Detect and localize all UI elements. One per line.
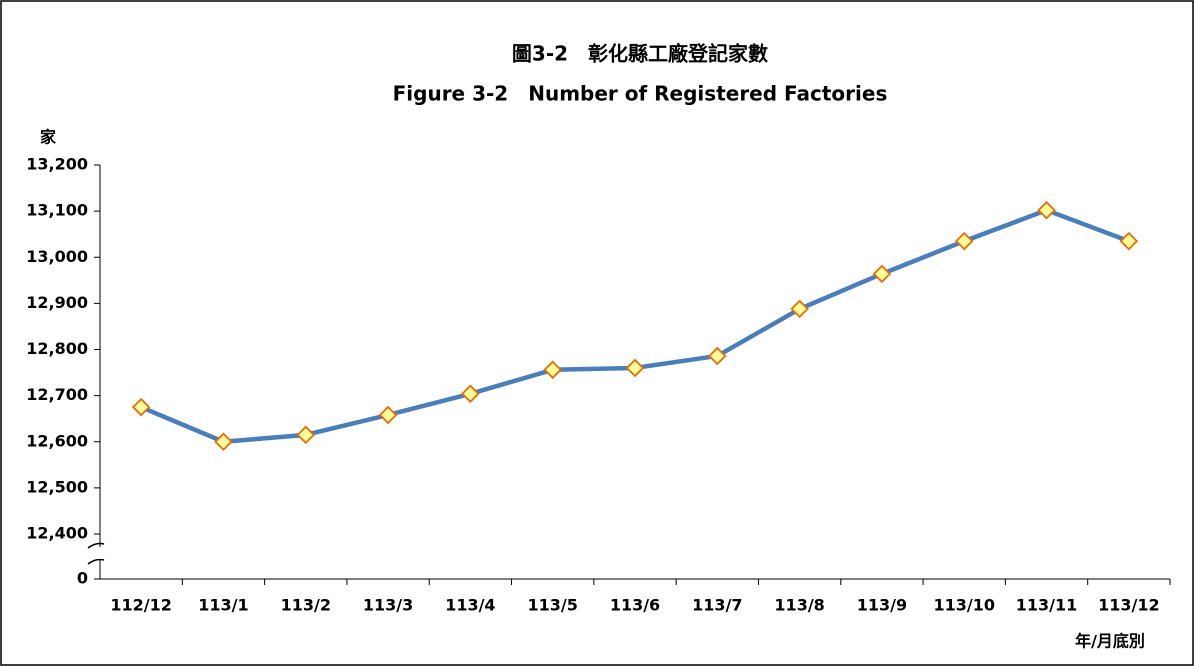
- marker: [872, 264, 892, 284]
- marker: [625, 358, 645, 378]
- marker: [296, 425, 316, 445]
- marker: [543, 360, 562, 380]
- y-tick-label: 12,400: [26, 524, 88, 543]
- chart-subtitle: Figure 3-2 Number of Registered Factorie…: [393, 82, 888, 106]
- x-tick-label: 113/9: [857, 596, 907, 615]
- x-tick-label: 113/8: [774, 596, 824, 615]
- axis-break-gap: [96, 547, 106, 559]
- x-tick-label: 113/2: [281, 596, 331, 615]
- marker: [214, 432, 233, 452]
- x-tick-label: 113/1: [198, 596, 248, 615]
- marker: [954, 231, 974, 251]
- chart-title: 圖3-2 彰化縣工廠登記家數: [512, 42, 768, 66]
- marker: [790, 299, 809, 319]
- axis-break: [87, 542, 105, 565]
- x-tick-label: 113/10: [933, 596, 995, 615]
- y-tick-label: 0: [77, 569, 88, 588]
- marker: [708, 346, 727, 366]
- x-tick-label: 113/6: [610, 596, 660, 615]
- x-tick-label: 112/12: [110, 596, 172, 615]
- x-tick-label: 113/3: [363, 596, 413, 615]
- y-tick-label: 12,600: [26, 431, 88, 450]
- y-tick-label: 13,200: [26, 155, 88, 174]
- x-tick-label: 113/4: [445, 596, 495, 615]
- y-tick-label: 13,000: [26, 247, 88, 266]
- x-tick-label: 113/7: [692, 596, 742, 615]
- marker: [1119, 231, 1139, 251]
- y-tick-label: 12,900: [26, 293, 88, 312]
- x-axis-label: 年/月底別: [1075, 632, 1145, 651]
- y-tick-label: 12,700: [26, 385, 88, 404]
- marker: [378, 405, 398, 425]
- y-axis-label: 家: [40, 128, 57, 147]
- y-tick-label: 12,800: [26, 339, 88, 358]
- y-tick-label: 12,500: [26, 477, 88, 496]
- x-tick-label: 113/5: [528, 596, 578, 615]
- y-tick-label: 13,100: [26, 201, 88, 220]
- marker: [461, 384, 480, 404]
- marker: [1037, 200, 1056, 220]
- x-tick-label: 113/11: [1016, 596, 1078, 615]
- x-tick-label: 113/12: [1098, 596, 1160, 615]
- marker: [131, 397, 151, 417]
